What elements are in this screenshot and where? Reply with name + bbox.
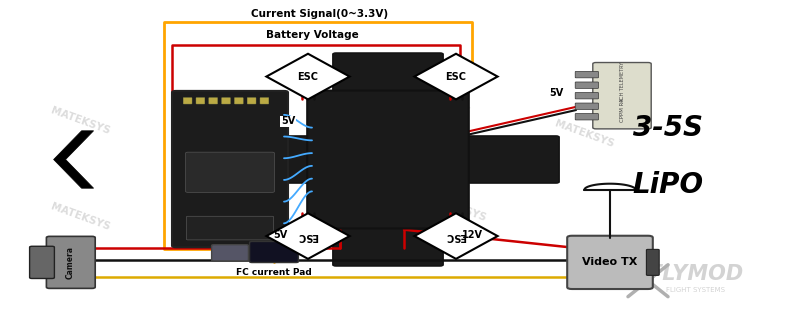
Text: ESC: ESC: [446, 71, 466, 82]
FancyBboxPatch shape: [234, 98, 243, 104]
FancyBboxPatch shape: [211, 245, 248, 261]
FancyBboxPatch shape: [183, 98, 192, 104]
Text: 4CH TELEMETRY: 4CH TELEMETRY: [619, 62, 625, 102]
Polygon shape: [414, 54, 498, 100]
FancyBboxPatch shape: [333, 225, 443, 266]
Text: Video TX: Video TX: [582, 257, 638, 267]
Text: MATEKSYS: MATEKSYS: [425, 192, 487, 223]
FancyBboxPatch shape: [575, 82, 598, 88]
Polygon shape: [414, 213, 498, 259]
Text: CPPM RX: CPPM RX: [619, 98, 625, 122]
Text: LiPO: LiPO: [633, 171, 703, 199]
Text: 5V: 5V: [273, 230, 287, 240]
FancyBboxPatch shape: [646, 249, 659, 275]
Text: Current Signal(0~3.3V): Current Signal(0~3.3V): [251, 9, 389, 19]
FancyBboxPatch shape: [186, 216, 274, 240]
FancyBboxPatch shape: [46, 236, 95, 288]
Polygon shape: [266, 54, 350, 100]
Text: 5V: 5V: [550, 87, 564, 98]
Text: ESC: ESC: [298, 231, 318, 241]
FancyBboxPatch shape: [461, 136, 559, 183]
Text: MATEKSYS: MATEKSYS: [249, 151, 311, 181]
FancyBboxPatch shape: [575, 71, 598, 78]
FancyBboxPatch shape: [575, 93, 598, 99]
FancyBboxPatch shape: [217, 136, 315, 183]
Polygon shape: [54, 131, 94, 188]
FancyBboxPatch shape: [172, 91, 288, 247]
FancyBboxPatch shape: [247, 98, 256, 104]
Text: FLIGHT SYSTEMS: FLIGHT SYSTEMS: [666, 287, 726, 293]
FancyBboxPatch shape: [260, 98, 269, 104]
Text: FC current Pad: FC current Pad: [236, 268, 312, 277]
Text: MATEKSYS: MATEKSYS: [49, 106, 111, 137]
FancyBboxPatch shape: [333, 53, 443, 94]
FancyBboxPatch shape: [593, 63, 651, 129]
FancyBboxPatch shape: [567, 236, 653, 289]
FancyBboxPatch shape: [250, 241, 298, 263]
Text: MATEKSYS: MATEKSYS: [553, 119, 615, 149]
Text: MATEKSYS: MATEKSYS: [49, 202, 111, 232]
Text: Battery Voltage: Battery Voltage: [266, 30, 358, 40]
FancyBboxPatch shape: [209, 98, 218, 104]
Text: ESC: ESC: [446, 231, 466, 241]
Text: MATEKSYS: MATEKSYS: [409, 87, 471, 117]
Text: Camera: Camera: [66, 246, 74, 279]
Text: 5V: 5V: [281, 116, 295, 126]
FancyBboxPatch shape: [307, 91, 469, 228]
Text: FLYMOD: FLYMOD: [648, 264, 744, 284]
FancyBboxPatch shape: [222, 98, 230, 104]
Polygon shape: [266, 213, 350, 259]
FancyBboxPatch shape: [186, 152, 274, 192]
FancyBboxPatch shape: [30, 246, 54, 278]
FancyBboxPatch shape: [575, 103, 598, 109]
Text: ESC: ESC: [298, 71, 318, 82]
Text: MATEKSYS: MATEKSYS: [249, 224, 311, 255]
Text: 12V: 12V: [462, 230, 482, 240]
FancyBboxPatch shape: [575, 114, 598, 120]
Text: 3-5S: 3-5S: [633, 114, 703, 142]
FancyBboxPatch shape: [196, 98, 205, 104]
